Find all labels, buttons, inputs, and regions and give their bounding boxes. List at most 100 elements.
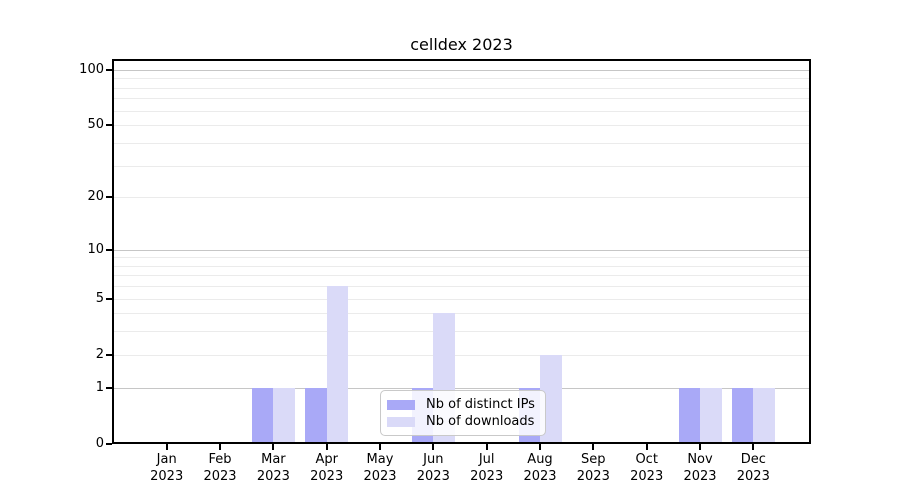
x-tick-mar [272, 444, 275, 450]
x-label-month: Jun [423, 452, 444, 467]
y-tick-label-0: 0 [95, 435, 104, 451]
y-tick-0 [106, 442, 112, 445]
x-label-month: Oct [635, 452, 658, 467]
gridline-80 [114, 87, 809, 89]
x-tick-dec [752, 444, 755, 450]
y-tick-2 [106, 353, 112, 356]
legend-label-distinct-ips: Nb of distinct IPs [426, 397, 535, 412]
gridline-1 [114, 387, 809, 389]
x-label-month: Feb [208, 452, 232, 467]
y-tick-100 [106, 68, 112, 71]
x-label-year: 2023 [523, 468, 557, 484]
gridline-100 [114, 69, 809, 71]
legend-swatch-distinct-ips [387, 399, 415, 410]
gridline-90 [114, 78, 809, 80]
gridline-9 [114, 257, 809, 259]
x-label-year: 2023 [203, 468, 237, 484]
x-tick-feb [219, 444, 221, 450]
legend: Nb of distinct IPs Nb of downloads [380, 390, 546, 436]
x-tick-oct [645, 444, 648, 450]
x-label-year: 2023 [576, 468, 610, 484]
bar-nb-of-downloads-apr-2023 [326, 286, 349, 442]
x-label-month: Nov [687, 452, 713, 467]
x-tick-aug [539, 444, 541, 450]
y-tick-label-10: 10 [87, 241, 104, 257]
x-label-year: 2023 [416, 468, 450, 484]
gridline-3 [114, 331, 809, 333]
x-label-year: 2023 [310, 468, 344, 484]
plot-border-top [112, 59, 811, 61]
gridline-2 [114, 354, 809, 356]
legend-swatch-downloads [387, 416, 415, 427]
plot-border-right [809, 59, 811, 444]
x-label-month: Jan [156, 452, 177, 467]
x-tick-label-dec-2023: Dec 2023 [726, 452, 780, 485]
x-axis-line [112, 442, 811, 444]
y-tick-50 [106, 124, 112, 127]
legend-item-downloads: Nb of downloads [387, 413, 535, 430]
x-tick-jul [485, 444, 488, 450]
x-tick-label-feb-2023: Feb 2023 [193, 452, 247, 485]
x-tick-label-jul-2023: Jul 2023 [460, 452, 514, 485]
y-tick-label-5: 5 [95, 290, 104, 306]
gridline-70 [114, 98, 809, 100]
y-tick-label-1: 1 [95, 379, 104, 395]
gridline-6 [114, 286, 809, 288]
x-label-year: 2023 [256, 468, 290, 484]
x-label-year: 2023 [363, 468, 397, 484]
legend-item-distinct-ips: Nb of distinct IPs [387, 396, 535, 413]
bar-nb-of-downloads-mar-2023 [273, 387, 295, 442]
bar-nb-of-distinct-ips-mar-2023 [251, 387, 274, 442]
x-label-month: Apr [315, 452, 338, 467]
x-tick-sep [592, 444, 595, 450]
x-tick-label-may-2023: May 2023 [353, 452, 407, 485]
gridline-4 [114, 313, 809, 315]
gridline-20 [114, 197, 809, 199]
gridline-50 [114, 125, 809, 127]
x-label-year: 2023 [630, 468, 664, 484]
x-label-month: Jul [478, 452, 495, 467]
legend-label-downloads: Nb of downloads [426, 414, 535, 429]
x-tick-jan [165, 444, 168, 450]
bar-nb-of-downloads-nov-2023 [700, 387, 722, 442]
gridline-8 [114, 265, 809, 267]
x-tick-may [379, 444, 381, 450]
y-tick-10 [106, 248, 112, 251]
x-tick-label-jun-2023: Jun 2023 [406, 452, 460, 485]
y-tick-label-20: 20 [87, 189, 104, 205]
x-label-year: 2023 [470, 468, 504, 484]
y-axis-line [112, 59, 114, 444]
gridline-40 [114, 142, 809, 144]
gridline-7 [114, 275, 809, 277]
x-tick-label-oct-2023: Oct 2023 [620, 452, 674, 485]
bar-nb-of-distinct-ips-apr-2023 [305, 387, 327, 442]
y-tick-label-50: 50 [87, 117, 104, 133]
gridline-30 [114, 165, 809, 167]
y-tick-1 [106, 386, 112, 389]
bar-nb-of-distinct-ips-nov-2023 [678, 387, 700, 442]
gridline-5 [114, 298, 809, 300]
x-label-month: Aug [527, 452, 553, 467]
x-label-month: May [366, 452, 394, 467]
x-tick-label-sep-2023: Sep 2023 [566, 452, 620, 485]
x-label-year: 2023 [150, 468, 184, 484]
bar-nb-of-distinct-ips-dec-2023 [731, 387, 754, 442]
gridline-60 [114, 110, 809, 112]
x-tick-label-apr-2023: Apr 2023 [300, 452, 354, 485]
x-tick-label-nov-2023: Nov 2023 [673, 452, 727, 485]
x-label-month: Sep [581, 452, 606, 467]
y-tick-20 [106, 196, 112, 199]
chart-title: celldex 2023 [410, 35, 513, 54]
x-tick-label-jan-2023: Jan 2023 [140, 452, 194, 485]
y-tick-5 [106, 297, 112, 300]
x-tick-label-mar-2023: Mar 2023 [246, 452, 300, 485]
y-tick-label-100: 100 [79, 61, 104, 77]
x-label-month: Mar [261, 452, 286, 467]
gridline-10 [114, 249, 809, 251]
x-label-month: Dec [740, 452, 766, 467]
x-label-year: 2023 [736, 468, 770, 484]
x-label-year: 2023 [683, 468, 717, 484]
y-tick-label-2: 2 [95, 346, 104, 362]
bar-nb-of-downloads-dec-2023 [753, 387, 775, 442]
